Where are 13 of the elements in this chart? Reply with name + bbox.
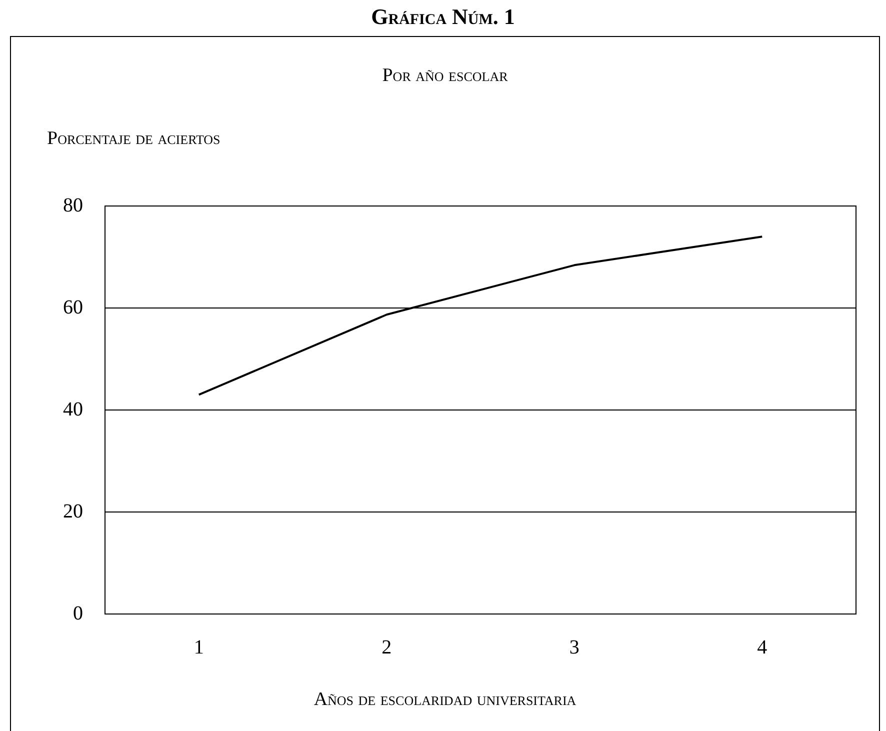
- y-tick-label: 60: [63, 296, 83, 318]
- y-tick-label: 80: [63, 194, 83, 216]
- x-tick-label: 1: [194, 636, 204, 658]
- y-tick-label: 0: [73, 602, 83, 624]
- y-tick-label: 20: [63, 500, 83, 522]
- y-tick-label: 40: [63, 398, 83, 420]
- y-axis-title: Porcentaje de aciertos: [47, 128, 220, 150]
- x-axis-title: Años de escolaridad universitaria: [312, 689, 578, 711]
- x-tick-label: 4: [757, 636, 768, 658]
- chart-subtitle: Por año escolar: [381, 65, 509, 87]
- x-tick-label: 2: [382, 636, 392, 658]
- chart-title: Gráfica Núm. 1: [370, 4, 516, 30]
- x-tick-label: 3: [569, 636, 580, 658]
